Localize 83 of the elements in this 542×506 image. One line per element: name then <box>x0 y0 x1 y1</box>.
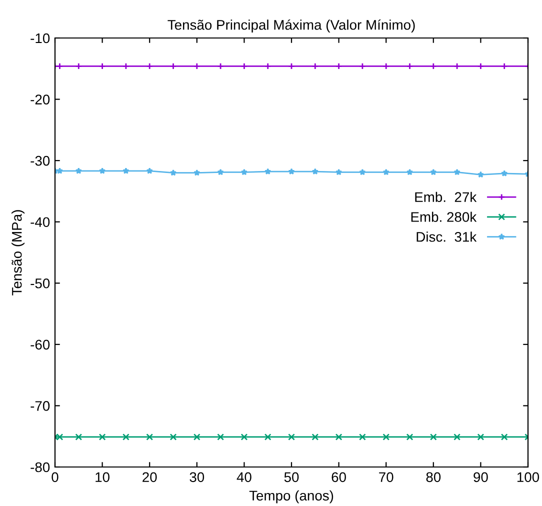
point <box>501 170 508 176</box>
x-tick-label: 0 <box>52 472 58 482</box>
point <box>146 62 154 70</box>
point <box>264 168 272 175</box>
point <box>406 62 414 70</box>
point <box>406 168 414 176</box>
y-tick-label: -30 <box>30 156 50 166</box>
x-tick-label: 100 <box>517 472 540 482</box>
legend-label: Emb. 27k <box>415 192 477 202</box>
point <box>217 168 224 176</box>
x-tick-label: 90 <box>474 472 488 482</box>
x-tick-label: 50 <box>284 472 299 482</box>
point <box>477 62 484 70</box>
point <box>75 433 82 440</box>
point <box>194 169 200 176</box>
y-tick-label: -10 <box>30 33 50 44</box>
x-tick-label: 10 <box>96 472 110 482</box>
legend-label: Emb. 280k <box>411 212 477 222</box>
point <box>500 62 508 70</box>
point <box>122 62 130 70</box>
point <box>288 168 295 175</box>
point <box>312 433 319 440</box>
point <box>382 168 390 176</box>
point <box>358 62 366 70</box>
point <box>170 62 177 70</box>
point <box>122 168 130 174</box>
x-tick-label: 20 <box>142 472 157 482</box>
point <box>358 433 366 440</box>
x-tick-label: 40 <box>236 472 252 482</box>
y-tick-label: -40 <box>30 217 50 228</box>
y-tick-label: -50 <box>30 278 50 288</box>
point <box>454 433 461 440</box>
point <box>56 433 64 440</box>
point <box>193 433 200 440</box>
point <box>382 62 390 70</box>
point <box>312 168 318 175</box>
point <box>75 168 82 174</box>
y-axis-title: Tensão (MPa) <box>12 210 25 296</box>
point <box>430 168 437 176</box>
point <box>382 433 390 440</box>
point <box>477 171 484 178</box>
x-tick-label: 80 <box>426 472 441 482</box>
point <box>264 433 272 440</box>
point <box>312 62 319 70</box>
point <box>500 433 508 440</box>
point <box>122 433 130 440</box>
x-tick-label: 30 <box>190 472 204 482</box>
point <box>98 168 106 174</box>
point <box>430 62 437 70</box>
point <box>240 168 248 176</box>
point <box>406 433 414 440</box>
point <box>454 62 461 70</box>
point <box>217 433 224 440</box>
point <box>56 168 64 174</box>
legend-label: Disc. 31k <box>416 232 477 242</box>
point <box>240 433 248 440</box>
point <box>98 433 106 440</box>
point <box>264 62 272 70</box>
point <box>170 433 177 440</box>
point <box>217 62 224 70</box>
point <box>359 168 366 176</box>
point <box>430 433 437 440</box>
chart-title: Tensão Principal Máxima (Valor Mínimo) <box>168 19 415 33</box>
x-tick-label: 60 <box>332 472 346 482</box>
point <box>75 62 82 70</box>
point <box>477 433 484 440</box>
x-tick-label: 70 <box>379 472 394 482</box>
point <box>335 62 342 70</box>
point <box>193 62 200 70</box>
y-tick-label: -80 <box>30 462 50 472</box>
point <box>240 62 248 70</box>
point <box>98 62 106 70</box>
y-tick-label: -20 <box>30 94 50 104</box>
y-tick-label: -70 <box>30 401 50 411</box>
point <box>454 168 460 176</box>
point <box>146 168 153 174</box>
x-axis-title: Tempo (anos) <box>249 490 334 504</box>
point <box>288 62 295 70</box>
point <box>335 433 342 440</box>
point <box>146 433 154 440</box>
y-tick-label: -60 <box>30 340 50 350</box>
point <box>335 168 342 176</box>
point <box>288 433 295 440</box>
